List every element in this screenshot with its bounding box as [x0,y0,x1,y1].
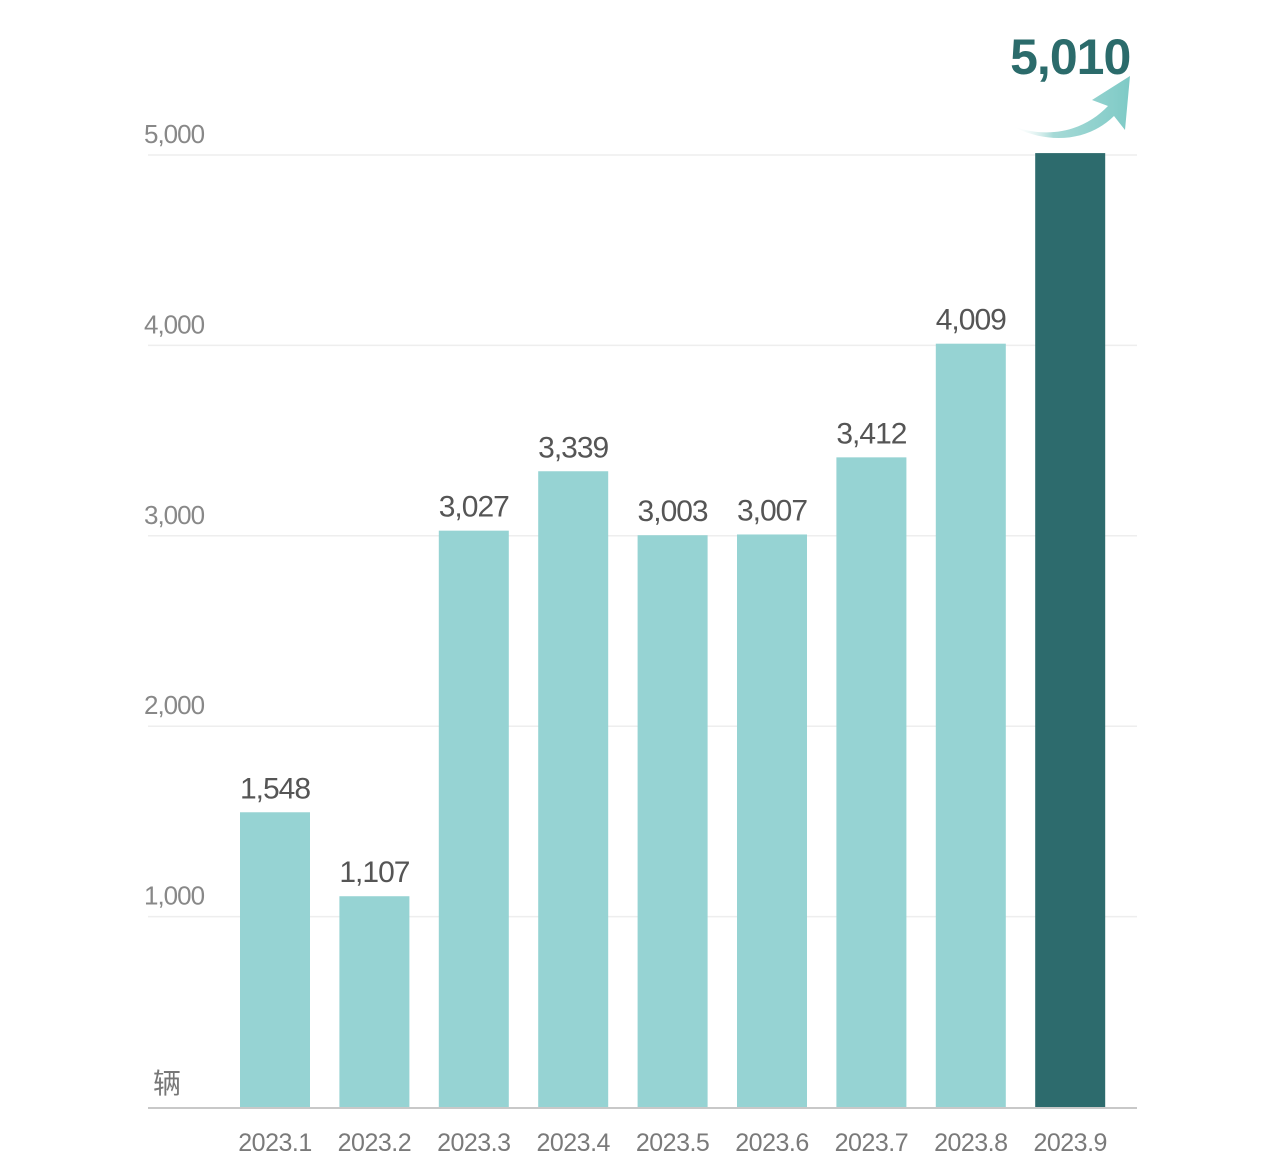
bar-value-label: 3,027 [439,491,509,524]
x-tick-label: 2023.2 [338,1129,411,1157]
bar [637,535,708,1107]
x-tick-label: 2023.9 [1033,1129,1106,1157]
y-tick-label: 4,000 [144,309,205,339]
x-tick-label: 2023.3 [437,1129,510,1157]
bar [538,471,609,1107]
bars [240,153,1106,1107]
bar [339,896,410,1107]
x-tick-label: 2023.7 [835,1129,908,1157]
y-tick-label: 2,000 [144,690,205,720]
bar [836,457,907,1107]
bar-highlighted [1035,153,1106,1107]
highlight-value-label: 5,010 [1010,29,1130,85]
y-tick-label: 3,000 [144,500,205,530]
bar-value-label: 3,412 [836,417,906,450]
bar [737,534,807,1107]
bar-value-label: 4,009 [936,304,1006,337]
x-tick-label: 2023.6 [735,1129,808,1157]
bar-value-label: 3,339 [538,431,608,464]
growth-arrow-icon [1012,76,1130,139]
x-tick-label: 2023.1 [238,1129,311,1157]
y-axis-ticks: 1,000 2,000 3,000 4,000 5,000 [144,119,206,911]
x-tick-label: 2023.8 [934,1129,1007,1157]
bar-value-label: 3,007 [737,494,807,527]
y-tick-label: 5,000 [144,119,205,149]
bar [438,530,509,1107]
bar-value-labels: 1,548 1,107 3,027 3,339 3,003 3,007 3,412 4,009… [240,29,1131,889]
bar-value-label: 3,003 [638,495,708,528]
bar-value-label: 1,107 [339,856,409,889]
bar [935,343,1006,1107]
x-axis-ticks: 2023.1 2023.2 2023.3 2023.4 2023.5 2023.6 2023… [238,1129,1107,1157]
x-tick-label: 2023.5 [636,1129,709,1157]
y-axis-unit-label: 辆 [153,1067,181,1100]
x-tick-label: 2023.4 [536,1129,610,1157]
y-tick-label: 1,000 [144,881,205,911]
bar [240,812,310,1107]
bar-value-label: 1,548 [240,772,310,805]
